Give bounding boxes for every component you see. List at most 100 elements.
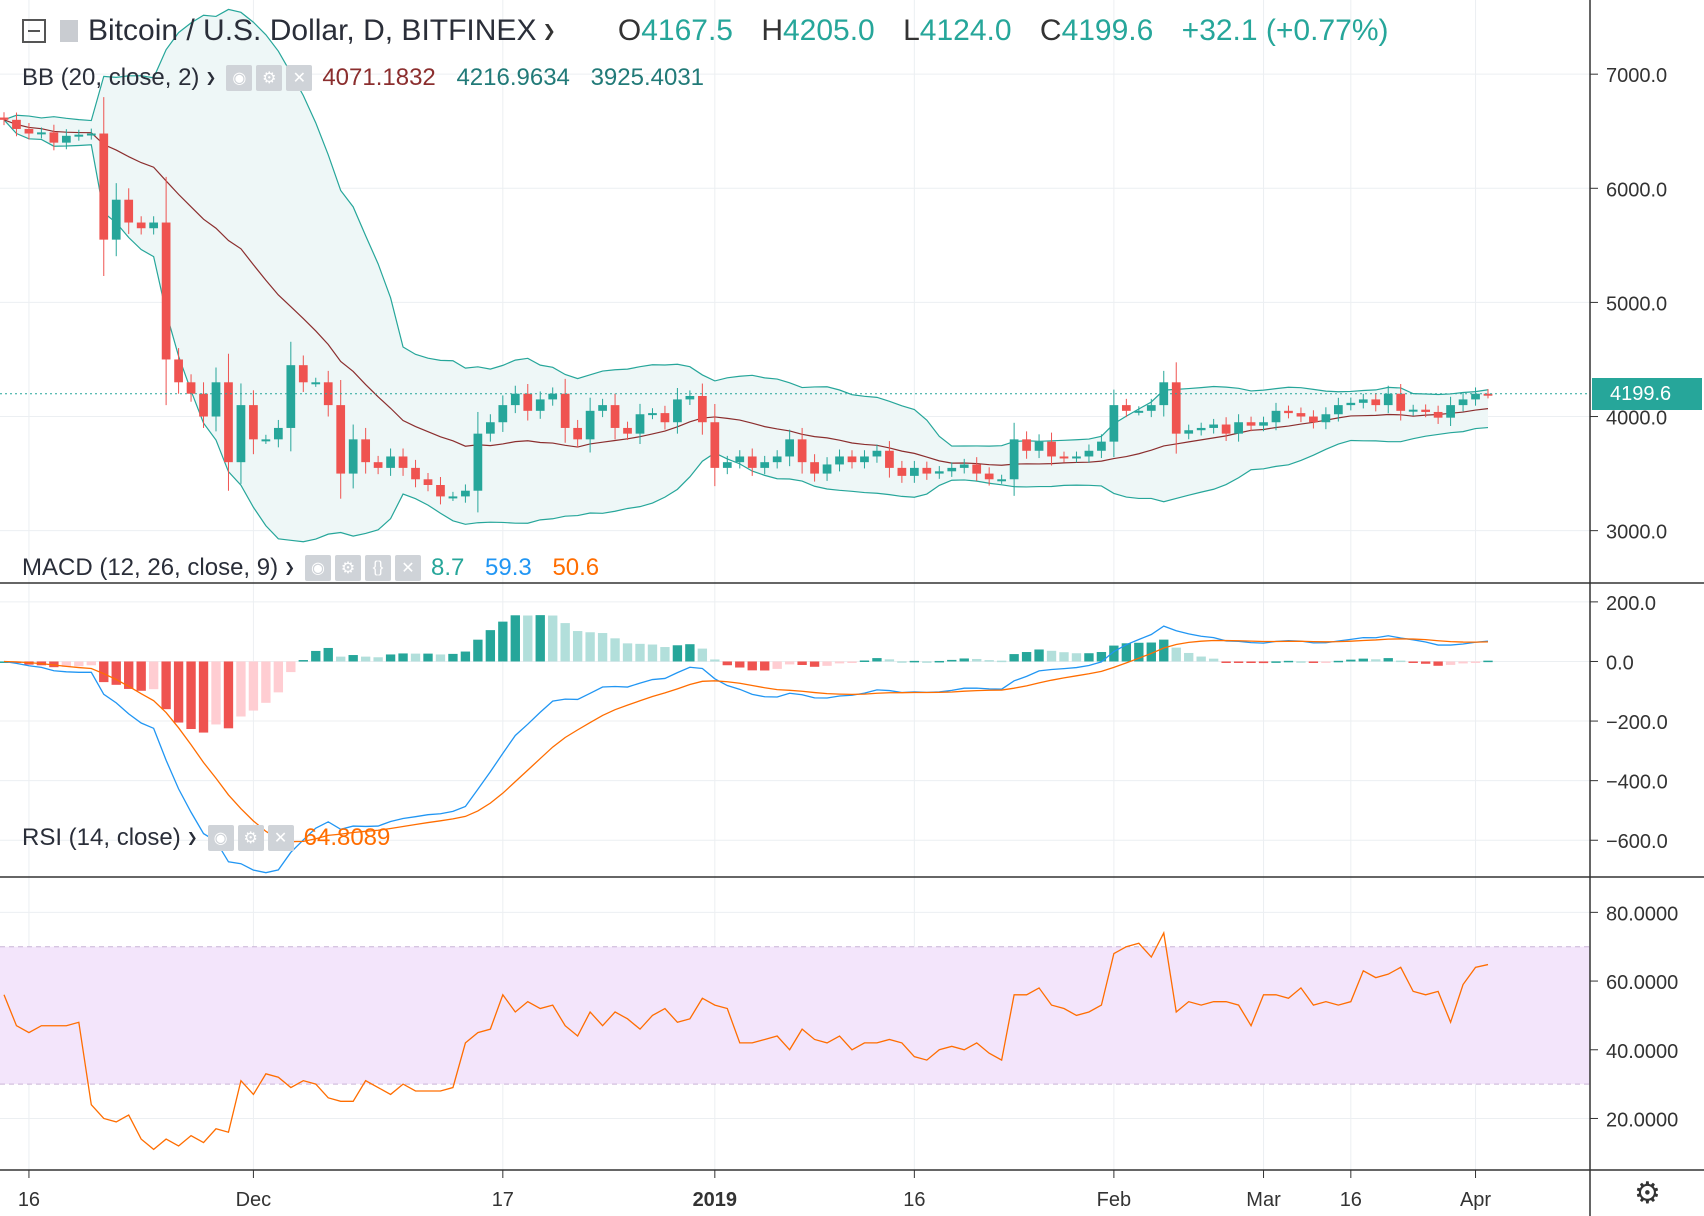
candle-body: [386, 456, 395, 468]
gear-icon[interactable]: ⚙: [237, 825, 264, 851]
candle-body: [1346, 402, 1356, 406]
candle-body: [111, 199, 121, 240]
macd-histogram-bar: [211, 661, 221, 725]
macd-histogram-bar: [360, 656, 371, 662]
open-value: 4167.5: [641, 14, 733, 47]
candle-body: [1371, 399, 1381, 406]
candle-body: [1259, 422, 1268, 426]
macd-histogram-bar: [1283, 660, 1294, 663]
macd-histogram-bar: [1233, 661, 1244, 663]
chevron-down-icon[interactable]: ❯: [205, 70, 217, 85]
candle-body: [1408, 409, 1418, 412]
high-label: H: [761, 14, 783, 47]
macd-histogram-bar: [1034, 649, 1044, 662]
macd-histogram-bar: [385, 654, 396, 662]
candle-body: [398, 456, 408, 468]
candle-body: [947, 467, 957, 472]
macd-histogram-bar: [1184, 652, 1194, 662]
candle-body: [273, 427, 283, 440]
macd-histogram-bar: [1096, 652, 1107, 662]
macd-histogram-bar: [610, 638, 620, 662]
macd-histogram-bar: [1445, 661, 1456, 665]
macd-histogram-bar: [410, 653, 421, 662]
macd-histogram-bar: [1159, 639, 1169, 662]
close-icon[interactable]: ✕: [267, 825, 294, 851]
candle-body: [0, 117, 9, 120]
candle-body: [959, 464, 969, 468]
macd-histogram-bar: [435, 654, 446, 662]
collapse-icon[interactable]: [22, 19, 46, 43]
macd-histogram-bar: [809, 661, 820, 667]
low-label: L: [903, 14, 920, 47]
macd-histogram-bar: [1171, 647, 1181, 662]
price-y-tick-label: 3000.0: [1606, 522, 1667, 544]
macd-histogram-bar: [1333, 660, 1344, 663]
macd-histogram-bar: [498, 621, 508, 662]
macd-label[interactable]: MACD (12, 26, close, 9): [22, 554, 279, 581]
x-tick-label: 16: [1340, 1189, 1362, 1211]
candle-body: [1446, 405, 1455, 418]
gear-icon[interactable]: ⚙: [1634, 1177, 1661, 1210]
macd-histogram-bar: [1009, 654, 1019, 662]
candle-body: [37, 132, 46, 135]
x-tick-label: Feb: [1097, 1189, 1131, 1211]
macd-legend: MACD (12, 26, close, 9) ❯ ◉ ⚙ {} ✕ 8.7 5…: [22, 554, 613, 582]
candle-body: [1059, 456, 1069, 459]
candle-body: [697, 395, 707, 423]
candle-body: [997, 479, 1007, 482]
candle-body: [1171, 382, 1181, 434]
macd-histogram-bar: [1046, 650, 1057, 662]
candle-body: [548, 393, 558, 400]
candle-body: [1471, 393, 1480, 400]
signal-line: [3, 638, 1489, 843]
macd-histogram-bar: [186, 661, 196, 730]
macd-histogram-bar: [286, 661, 296, 673]
close-icon[interactable]: ✕: [286, 65, 313, 91]
macd-histogram-bar: [1458, 661, 1468, 664]
macd-histogram-bar: [1258, 661, 1269, 664]
candle-body: [336, 405, 346, 474]
candle-body: [249, 405, 258, 440]
macd-histogram-bar: [373, 657, 383, 662]
x-tick-label: Dec: [236, 1189, 272, 1211]
chevron-down-icon[interactable]: ❯: [186, 830, 198, 845]
candle-body: [448, 496, 458, 499]
low-value: 4124.0: [919, 14, 1012, 47]
chevron-down-icon[interactable]: ❯: [284, 560, 295, 575]
candle-body: [1034, 441, 1044, 451]
candle-body: [323, 382, 333, 406]
gear-icon[interactable]: ⚙: [335, 555, 361, 581]
eye-icon[interactable]: ◉: [305, 555, 331, 581]
macd-histogram-bar: [248, 661, 259, 711]
source-code-icon[interactable]: {}: [365, 555, 391, 581]
bb-lower-line: [3, 119, 1489, 543]
macd-y-tick-label: −200.0: [1606, 712, 1668, 734]
macd-histogram-bar: [1071, 653, 1082, 662]
macd-histogram-bar: [1271, 661, 1281, 663]
macd-histogram-bar: [336, 656, 346, 662]
bb-label[interactable]: BB (20, close, 2): [22, 64, 200, 91]
macd-histogram-bar: [1221, 661, 1231, 663]
rsi-y-tick-label: 20.0000: [1606, 1109, 1678, 1131]
eye-icon[interactable]: ◉: [207, 825, 234, 851]
candle-body: [1296, 413, 1306, 417]
candle-body: [822, 464, 832, 474]
chevron-down-icon[interactable]: ❯: [542, 23, 556, 40]
eye-icon[interactable]: ◉: [226, 65, 253, 91]
macd-histogram-bar: [423, 653, 433, 662]
macd-histogram-bar: [1308, 661, 1319, 663]
candle-body: [286, 365, 296, 428]
macd-histogram-bar: [847, 661, 857, 663]
macd-histogram-bar: [448, 653, 458, 662]
symbol-title[interactable]: Bitcoin / U.S. Dollar, D, BITFINEX: [88, 14, 537, 47]
gear-icon[interactable]: ⚙: [256, 65, 283, 91]
candlestick-series: [0, 97, 1493, 513]
candle-body: [498, 405, 508, 423]
candle-body: [236, 405, 246, 463]
rsi-label[interactable]: RSI (14, close): [22, 824, 181, 851]
candle-body: [99, 133, 109, 240]
macd-histogram-bar: [136, 661, 146, 691]
change-value: +32.1 (+0.77%): [1181, 14, 1389, 47]
close-icon[interactable]: ✕: [395, 555, 421, 581]
